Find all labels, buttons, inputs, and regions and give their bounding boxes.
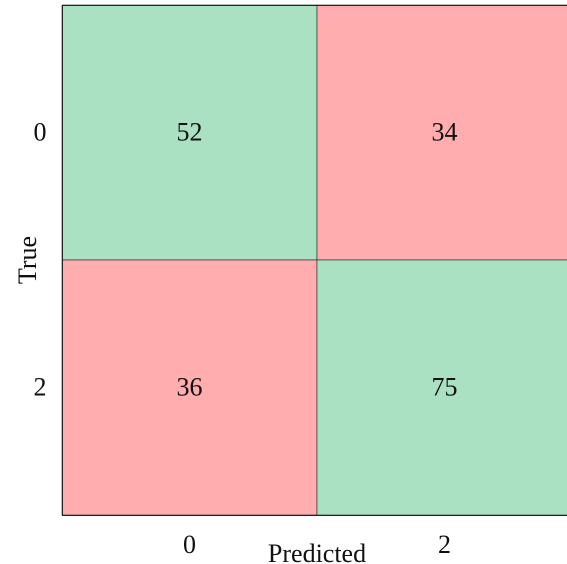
matrix-frame — [62, 5, 567, 516]
cell-value-label: 34 — [432, 118, 458, 147]
cell-value-label: 75 — [432, 373, 458, 402]
x-tick-label: 0 — [183, 530, 196, 559]
matrix-cell — [61, 4, 318, 261]
x-axis-label: Predicted — [268, 539, 366, 564]
y-axis-label: True — [13, 236, 42, 284]
x-tick-label: 2 — [438, 530, 451, 559]
cell-value-label: 36 — [177, 373, 203, 402]
cell-value-labels: 52 34 36 75 — [177, 118, 458, 402]
y-tick-label: 2 — [34, 373, 47, 402]
cell-value-label: 52 — [177, 118, 203, 147]
matrix-cells — [61, 4, 567, 516]
matrix-cell — [316, 259, 567, 516]
matrix-cell — [316, 4, 567, 261]
y-tick-labels: 02 — [34, 118, 47, 402]
y-tick-label: 0 — [34, 118, 47, 147]
